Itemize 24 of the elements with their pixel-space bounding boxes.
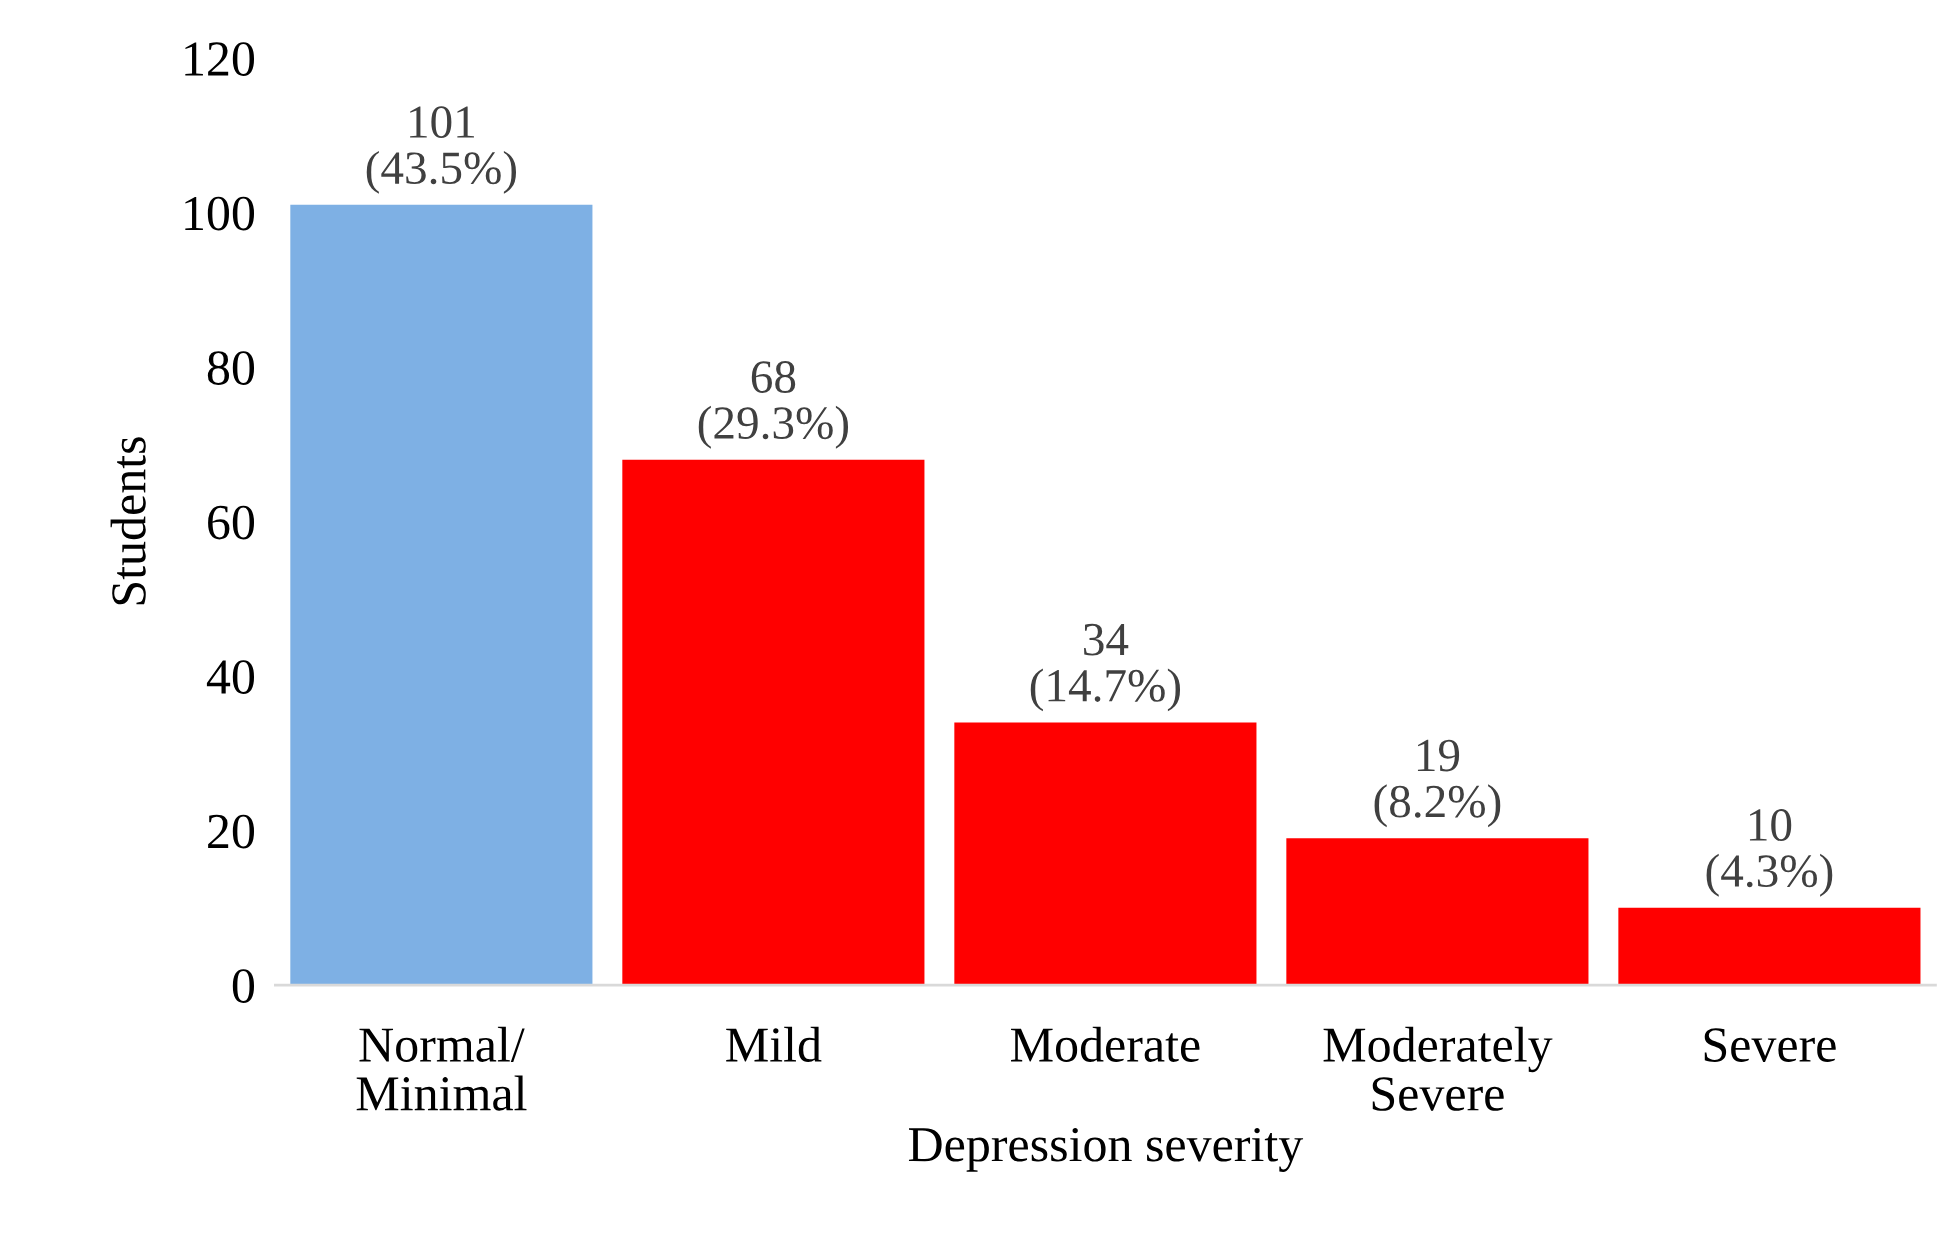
x-tick-label: Moderate	[1011, 1026, 1200, 1062]
data-label: 34 (14.7%)	[1030, 623, 1181, 712]
x-tick-label: Severe	[1704, 1028, 1836, 1062]
data-label: 101 (43.5%)	[366, 106, 517, 194]
bar	[290, 204, 593, 986]
y-axis-title: Students	[110, 437, 146, 605]
y-tick-label: 120	[185, 42, 255, 76]
y-tick-label: 40	[206, 660, 255, 694]
y-tick-label: 100	[185, 196, 255, 231]
bar	[1286, 838, 1589, 986]
bar	[954, 722, 1257, 986]
data-label: 19 (8.2%)	[1374, 739, 1501, 828]
bar	[622, 459, 925, 986]
x-tick-label: Normal/ Minimal	[356, 1026, 527, 1111]
x-tick-label: Mild	[726, 1026, 822, 1062]
y-tick-label: 0	[232, 969, 255, 1003]
bar	[1618, 907, 1921, 986]
data-label: 10 (4.3%)	[1706, 809, 1833, 897]
y-tick-label: 60	[208, 505, 255, 540]
y-tick-label: 20	[208, 814, 255, 849]
x-tick-label: Moderately Severe	[1323, 1026, 1553, 1111]
y-tick-label: 80	[207, 351, 255, 385]
x-axis-title: Depression severity	[908, 1128, 1304, 1172]
data-label: 68 (29.3%)	[698, 361, 849, 449]
